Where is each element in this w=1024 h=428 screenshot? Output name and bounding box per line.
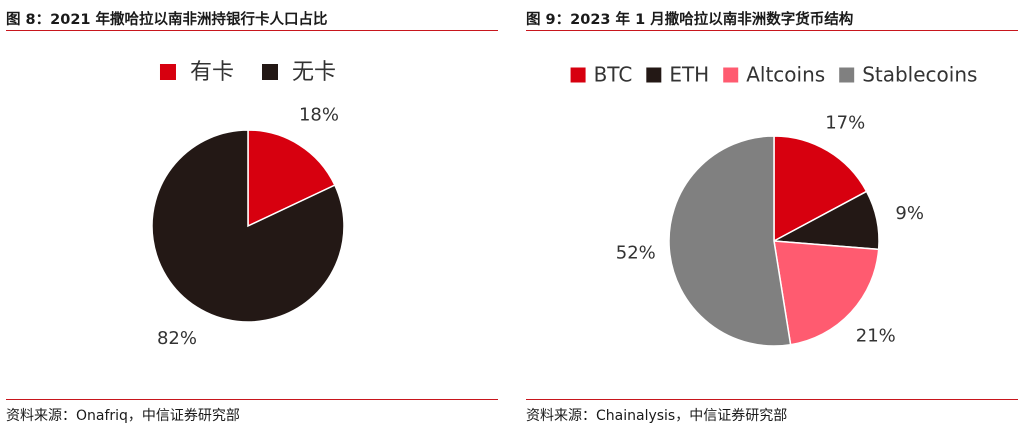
legend-swatch [570,67,586,83]
data-label: 82% [157,328,197,349]
figure-9-bottom-rule [526,399,1018,400]
legend-item: 无卡 [262,60,336,85]
legend-swatch [262,64,278,80]
legend-swatch [646,67,662,83]
figure-8-pie-chart: 有卡 无卡 18% 82% [151,60,345,349]
figure-8-bottom-rule [6,399,498,400]
data-label: 18% [299,104,339,125]
legend-item: 有卡 [159,60,234,85]
figure-9-source: 资料来源：Chainalysis，中信证券研究部 [526,408,788,424]
pie-slice-btc [773,135,868,243]
legend-item: BTC [570,63,633,87]
legend-label: ETH [669,63,709,87]
legend-label: Stablecoins [862,63,977,87]
legend-swatch [839,67,855,83]
legend-label: BTC [594,63,633,87]
data-label: 9% [895,203,924,224]
legend: 有卡 无卡 [159,60,336,85]
legend-swatch [723,67,739,83]
pie-slice-stablecoins [668,135,792,347]
figure-9-title: 图 9：2023 年 1 月撒哈拉以南非洲数字货币结构 [526,12,854,28]
pie-slice-- [247,129,336,228]
figure-8-source: 资料来源：Onafriq，中信证券研究部 [6,408,240,424]
legend: BTC ETH Altcoins Stablecoins [570,63,977,87]
legend-item: Stablecoins [839,63,977,87]
legend-label: 有卡 [190,60,234,85]
data-label: 17% [825,112,865,133]
legend-item: ETH [646,63,709,87]
figure-9-top-rule [526,30,1018,31]
figure-8-title: 图 8：2021 年撒哈拉以南非洲持银行卡人口占比 [6,12,328,28]
legend-item: Altcoins [723,63,825,87]
data-label: 52% [616,242,656,263]
legend-label: Altcoins [746,63,825,87]
legend-swatch [159,64,176,80]
figure-8-panel: 图 8：2021 年撒哈拉以南非洲持银行卡人口占比 有卡 无卡 18% 82% 资料来… [6,0,502,428]
pie-slice-- [151,129,345,323]
legend-label: 无卡 [292,60,336,85]
data-label: 21% [856,325,896,346]
figure-9-panel: 图 9：2023 年 1 月撒哈拉以南非洲数字货币结构 BTC ETH Altcoi… [526,0,1022,428]
figure-9-pie-chart: BTC ETH Altcoins Stablecoins 17% 9% 21% 52% [570,63,977,347]
figure-8-top-rule [6,30,498,31]
pie-slice-altcoins [773,240,880,346]
